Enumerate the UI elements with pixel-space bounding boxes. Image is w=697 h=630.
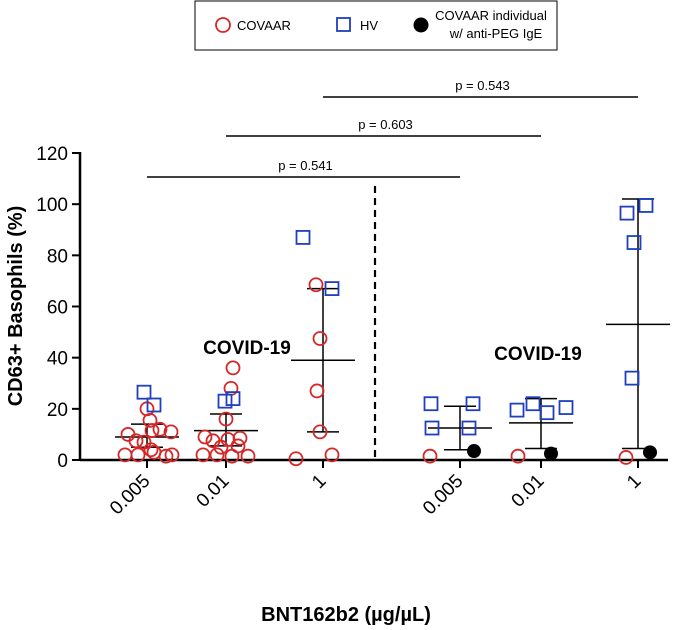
hv-point [624,370,640,386]
covaar-point [213,439,229,455]
x-tick-label: 0.01 [193,471,234,512]
hv-point [539,405,555,421]
x-tick-label: 0.01 [508,471,549,512]
legend-hv-icon [336,17,351,32]
data-points [117,198,657,467]
legend-peg-icon [413,17,429,33]
covaar-point [120,427,136,442]
covaar-point [195,447,211,463]
hv-point [136,384,152,400]
hv-point [423,396,439,412]
covaar-point [164,447,180,463]
y-tick-label: 0 [57,451,68,472]
x-tick-label: 1 [623,471,645,493]
covaar-point [142,412,158,428]
hv-point [465,396,481,412]
covaar-point [240,448,256,464]
group-label-left: COVID-19 [203,338,291,359]
covaar-point [163,424,179,440]
anti-peg-point [544,446,558,461]
hv-point [619,205,635,221]
covaar-point [312,331,328,346]
anti-peg-point [643,445,657,460]
legend-covaar-label: COVAAR [237,18,291,33]
covaar-point [152,421,168,437]
y-axis-title: CD63+ Basophils (%) [5,206,27,407]
legend-peg-label-line2: w/ anti-PEG IgE [449,26,543,41]
hv-point [509,402,525,418]
y-tick-label: 120 [36,144,68,165]
covaar-point [312,424,328,440]
hv-point [558,400,574,415]
hv-point [295,230,311,245]
covaar-point [130,447,146,463]
covaar-point [309,383,325,399]
covaar-point [197,429,213,445]
covaar-point [209,447,225,463]
hv-point [146,397,162,413]
hv-point [626,235,642,250]
hv-point [324,281,340,296]
y-tick-label: 100 [36,195,68,216]
x-axis-title: BNT162b2 (µg/µL) [261,604,431,626]
legend-covaar-icon [215,17,231,33]
x-tick-label: 0.005 [419,471,467,519]
y-tick-label: 40 [47,349,68,370]
y-tick-label: 60 [47,298,68,319]
covaar-point [618,450,634,465]
hv-point [461,420,477,436]
comparison-brackets: p = 0.541 p = 0.603 p = 0.543 [147,78,638,178]
legend-box [194,0,558,51]
covaar-point [422,448,438,464]
legend-peg-label-line1: COVAAR individual [435,8,547,23]
covaar-point [143,442,159,458]
y-tick-label: 80 [47,246,68,267]
covaar-point [144,423,160,438]
p-value-label: p = 0.541 [278,158,333,173]
p-value-label: p = 0.543 [455,78,510,93]
covaar-point [158,448,174,464]
x-tick-label: 1 [308,471,330,493]
covaar-point [288,451,304,467]
hv-point [225,391,241,407]
covaar-point [324,447,340,463]
group-label-right: COVID-19 [494,344,582,365]
covaar-point [308,277,324,293]
p-value-label: p = 0.603 [358,117,413,132]
legend: COVAAR HV COVAAR individual w/ anti-PEG … [194,0,558,51]
hv-point [638,198,654,213]
covaar-point [218,411,234,427]
anti-peg-point [467,444,481,459]
covaar-point [224,448,240,464]
hv-point [217,393,233,409]
axes: 0 20 40 60 80 100 120 0.005 0.01 1 0.005 0.01 1 [36,144,668,519]
x-tick-label: 0.005 [106,471,154,519]
summary-bars [115,198,670,451]
legend-hv-label: HV [360,18,378,33]
hv-point [525,396,541,412]
covaar-point [510,448,526,464]
covaar-point [225,360,241,376]
y-tick-label: 20 [47,400,68,421]
hv-point [424,420,440,436]
